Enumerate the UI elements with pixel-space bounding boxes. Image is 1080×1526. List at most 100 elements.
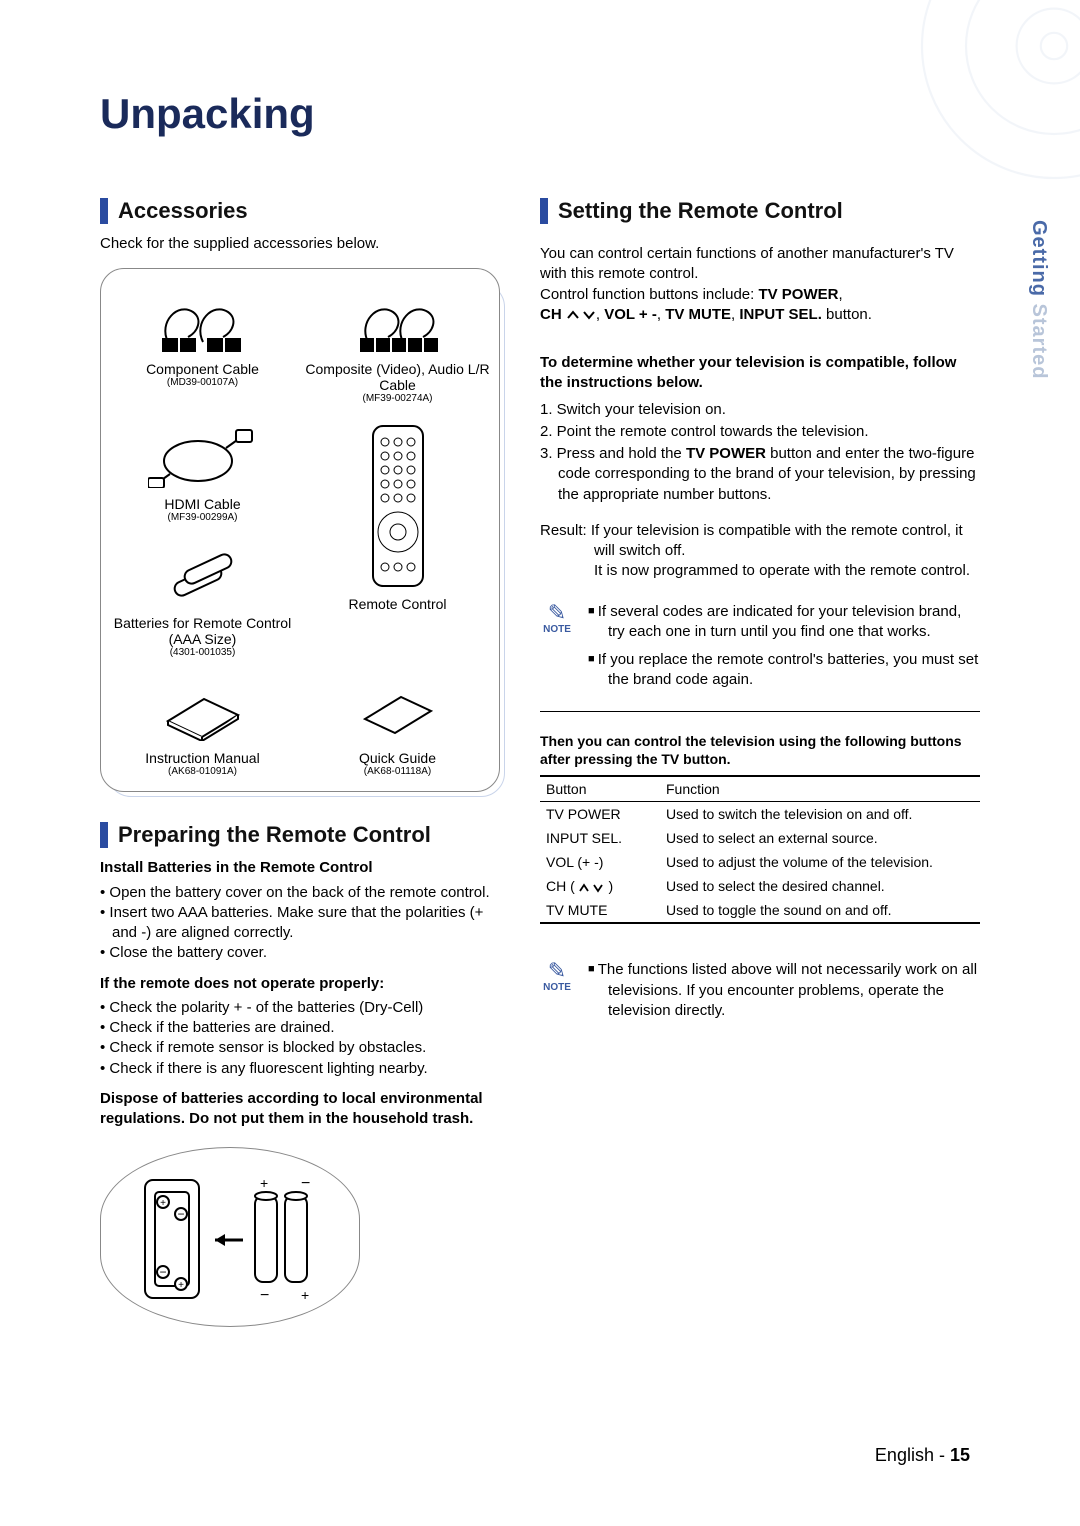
text: ,	[838, 286, 842, 303]
note-label: NOTE	[543, 982, 571, 993]
left-column: Accessories Check for the supplied acces…	[100, 198, 500, 1327]
section-bar	[540, 198, 548, 224]
divider	[540, 711, 980, 712]
result-text-b: It is now programmed to operate with the…	[540, 561, 980, 581]
accessories-intro: Check for the supplied accessories below…	[100, 234, 500, 254]
list-item: If you replace the remote control's batt…	[588, 650, 980, 691]
table-cell: TV MUTE	[540, 898, 660, 923]
hdmi-cable-icon	[148, 422, 258, 492]
table-cell: CH ( )	[540, 874, 660, 898]
acc-remote-control: Remote Control	[304, 422, 491, 658]
text: ,	[657, 306, 665, 323]
result-text-a: Result: If your television is compatible…	[540, 521, 980, 562]
side-tab-highlight: Getting	[1028, 220, 1050, 297]
section-bar	[100, 198, 108, 224]
side-tab-getting-started: Getting Started	[1027, 220, 1050, 379]
list-item: Open the battery cover on the back of th…	[100, 883, 500, 903]
acc-composite-cable: Composite (Video), Audio L/R Cable (MF39…	[304, 287, 491, 404]
table-cell: Used to select the desired channel.	[660, 874, 980, 898]
acc-code: (MF39-00274A)	[362, 393, 432, 404]
svg-text:+: +	[301, 1287, 309, 1303]
svg-text:+: +	[178, 1280, 184, 1291]
acc-batteries: Batteries for Remote Control (AAA Size) …	[109, 541, 296, 658]
acc-code: (AK68-01118A)	[364, 766, 431, 777]
note-icon: ✎NOTE	[540, 602, 574, 635]
acc-label: Composite (Video), Audio L/R Cable	[304, 361, 491, 393]
inputsel-label: INPUT SEL.	[739, 306, 822, 323]
dispose-note: Dispose of batteries according to local …	[100, 1089, 500, 1130]
acc-label: Remote Control	[348, 596, 446, 612]
list-item: 2. Point the remote control towards the …	[540, 422, 980, 442]
list-item: Check if remote sensor is blocked by obs…	[100, 1038, 500, 1058]
svg-text:+: +	[260, 1175, 268, 1191]
text: button.	[822, 306, 872, 323]
note-block-2: ✎NOTE The functions listed above will no…	[540, 960, 980, 1029]
list-item: Insert two AAA batteries. Make sure that…	[100, 903, 500, 944]
footer-sep: -	[934, 1445, 950, 1465]
acc-code: (MD39-00107A)	[167, 377, 238, 388]
quick-guide-icon	[343, 676, 453, 746]
acc-label: Instruction Manual	[145, 750, 259, 766]
table-cell: Used to toggle the sound on and off.	[660, 898, 980, 923]
setting-intro: You can control certain functions of ano…	[540, 244, 980, 325]
setting-intro-line1: You can control certain functions of ano…	[540, 245, 954, 282]
acc-code: (AK68-01091A)	[168, 766, 237, 777]
tvmute-label: TV MUTE	[665, 306, 731, 323]
remote-troubleshoot-list: Check the polarity + - of the batteries …	[100, 998, 500, 1079]
setting-heading: Setting the Remote Control	[558, 198, 843, 224]
section-bar	[100, 822, 108, 848]
list-item: The functions listed above will not nece…	[588, 960, 980, 1021]
accessories-heading: Accessories	[118, 198, 248, 224]
page-title: Unpacking	[100, 90, 980, 138]
acc-quick-guide: Quick Guide (AK68-01118A)	[304, 676, 491, 777]
acc-label: Component Cable	[146, 361, 259, 377]
svg-text:−: −	[301, 1175, 310, 1192]
acc-hdmi-cable: HDMI Cable (MF39-00299A)	[109, 422, 296, 523]
note-block-1: ✎NOTE If several codes are indicated for…	[540, 602, 980, 699]
svg-text:−: −	[260, 1287, 269, 1304]
page-content: Unpacking Accessories Check for the supp…	[100, 90, 980, 1327]
list-item: 3. Press and hold the TV POWER button an…	[540, 444, 980, 505]
text: ,	[596, 306, 604, 323]
footer-page: 15	[950, 1445, 970, 1465]
list-item: 1. Switch your television on.	[540, 400, 980, 420]
acc-instruction-manual: Instruction Manual (AK68-01091A)	[109, 676, 296, 777]
svg-text:−: −	[177, 1207, 184, 1221]
composite-cable-icon	[343, 287, 453, 357]
table-cell: Used to switch the television on and off…	[660, 802, 980, 827]
acc-label: Batteries for Remote Control (AAA Size)	[109, 615, 296, 647]
text: Control function buttons include:	[540, 286, 758, 303]
install-batteries-subhead: Install Batteries in the Remote Control	[100, 858, 500, 878]
remote-control-icon	[343, 422, 453, 592]
table-header: Button	[540, 776, 660, 802]
table-header: Function	[660, 776, 980, 802]
acc-code: (4301-001035)	[170, 647, 236, 658]
vol-label: VOL + -	[604, 306, 657, 323]
right-column: Setting the Remote Control You can contr…	[540, 198, 980, 1327]
manual-icon	[148, 676, 258, 746]
list-item: Check if the batteries are drained.	[100, 1018, 500, 1038]
list-item: Check if there is any fluorescent lighti…	[100, 1059, 500, 1079]
battery-diagram: + − − + +	[100, 1147, 360, 1327]
component-cable-icon	[148, 287, 258, 357]
ch-label: CH	[540, 306, 562, 323]
setting-steps: 1. Switch your television on. 2. Point t…	[540, 400, 980, 505]
tv-button-table: Button Function TV POWERUsed to switch t…	[540, 775, 980, 924]
table-cell: Used to select an external source.	[660, 826, 980, 850]
acc-label: Quick Guide	[359, 750, 436, 766]
side-tab-rest: Started	[1028, 297, 1050, 379]
install-batteries-list: Open the battery cover on the back of th…	[100, 883, 500, 964]
batteries-icon	[148, 541, 258, 611]
acc-component-cable: Component Cable (MD39-00107A)	[109, 287, 296, 404]
list-item: Close the battery cover.	[100, 943, 500, 963]
table-cell: Used to adjust the volume of the televis…	[660, 850, 980, 874]
acc-label: HDMI Cable	[164, 496, 240, 512]
note-icon: ✎NOTE	[540, 960, 574, 993]
acc-code: (MF39-00299A)	[167, 512, 237, 523]
table-cell: TV POWER	[540, 802, 660, 827]
note-label: NOTE	[543, 624, 571, 635]
footer-lang: English	[875, 1445, 934, 1465]
remote-not-operate-subhead: If the remote does not operate properly:	[100, 974, 500, 994]
svg-text:+: +	[160, 1198, 166, 1209]
table-cell: VOL (+ -)	[540, 850, 660, 874]
